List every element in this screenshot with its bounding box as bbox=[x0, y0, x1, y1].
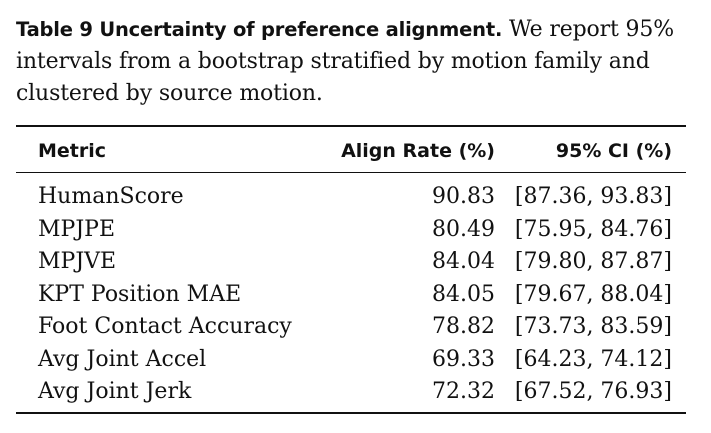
cell-align-rate: 72.32 bbox=[432, 379, 495, 404]
table-row: Avg Joint Jerk 72.32 [67.52, 76.93] bbox=[0, 376, 711, 409]
cell-align-rate: 84.05 bbox=[432, 281, 495, 307]
table-row: Avg Joint Accel 69.33 [64.23, 74.12] bbox=[0, 344, 711, 377]
header-ci: 95% CI (%) bbox=[555, 140, 672, 162]
cell-ci: [87.36, 93.83] bbox=[514, 184, 672, 209]
table-row: KPT Position MAE 84.05 [79.67, 88.04] bbox=[0, 279, 711, 312]
header-rule bbox=[16, 172, 686, 173]
cell-metric: Foot Contact Accuracy bbox=[38, 314, 292, 339]
table-label: Table 9 Uncertainty of preference alignm… bbox=[16, 18, 503, 41]
cell-ci: [75.95, 84.76] bbox=[514, 216, 672, 242]
cell-ci: [73.73, 83.59] bbox=[514, 314, 672, 339]
cell-align-rate: 90.83 bbox=[432, 184, 495, 209]
cell-ci: [79.80, 87.87] bbox=[514, 249, 672, 274]
cell-ci: [67.52, 76.93] bbox=[514, 379, 672, 404]
cell-align-rate: 80.49 bbox=[432, 216, 495, 242]
header-metric: Metric bbox=[38, 140, 107, 162]
table-row: MPJVE 84.04 [79.80, 87.87] bbox=[0, 246, 711, 279]
cell-align-rate: 78.82 bbox=[432, 314, 495, 339]
bottom-rule bbox=[16, 412, 686, 414]
top-rule bbox=[16, 125, 686, 127]
header-align-rate: Align Rate (%) bbox=[341, 140, 495, 162]
cell-ci: [79.67, 88.04] bbox=[514, 281, 672, 307]
cell-align-rate: 84.04 bbox=[432, 249, 495, 274]
table-row: MPJPE 80.49 [75.95, 84.76] bbox=[0, 214, 711, 247]
table-body: HumanScore 90.83 [87.36, 93.83] MPJPE 80… bbox=[0, 181, 711, 409]
cell-align-rate: 69.33 bbox=[432, 346, 495, 372]
table-row: Foot Contact Accuracy 78.82 [73.73, 83.5… bbox=[0, 311, 711, 344]
cell-metric: KPT Position MAE bbox=[38, 281, 242, 307]
cell-metric: Avg Joint Jerk bbox=[38, 379, 192, 404]
cell-ci: [64.23, 74.12] bbox=[514, 346, 672, 372]
table-row: HumanScore 90.83 [87.36, 93.83] bbox=[0, 181, 711, 214]
cell-metric: HumanScore bbox=[38, 184, 184, 209]
cell-metric: MPJPE bbox=[38, 216, 116, 242]
table-caption: Table 9 Uncertainty of preference alignm… bbox=[16, 14, 700, 110]
cell-metric: MPJVE bbox=[38, 249, 117, 274]
cell-metric: Avg Joint Accel bbox=[38, 346, 207, 372]
caption-text: We report 95% intervals from a bootstrap… bbox=[16, 17, 674, 106]
